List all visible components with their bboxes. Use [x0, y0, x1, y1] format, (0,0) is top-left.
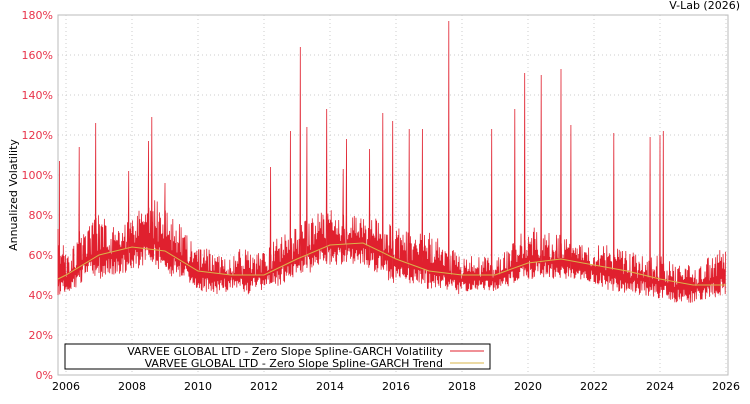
- trend-series-line: [57, 242, 726, 286]
- x-tick-label: 2016: [382, 380, 410, 393]
- x-ticks: 2006 2008 2010 2012 2014 2016 2018 2020 2022 2024…: [52, 380, 740, 393]
- y-tick-label: 120%: [22, 129, 53, 142]
- y-tick-label: 80%: [29, 209, 53, 222]
- x-tick-label: 2012: [250, 380, 278, 393]
- x-tick-label: 2010: [184, 380, 212, 393]
- x-tick-label: 2020: [514, 380, 542, 393]
- legend-label-volatility: VARVEE GLOBAL LTD - Zero Slope Spline-GA…: [127, 345, 443, 358]
- legend-label-trend: VARVEE GLOBAL LTD - Zero Slope Spline-GA…: [145, 357, 443, 370]
- y-axis-label: Annualized Volatility: [7, 139, 20, 251]
- x-tick-label: 2008: [118, 380, 146, 393]
- y-ticks: 0% 20% 40% 60% 80% 100% 120% 140% 160% 180%: [22, 9, 53, 382]
- legend-box: [64, 343, 491, 370]
- volatility-series-line: [57, 20, 726, 303]
- y-tick-label: 60%: [29, 249, 53, 262]
- x-tick-label: 2006: [52, 380, 80, 393]
- y-tick-label: 40%: [29, 289, 53, 302]
- y-tick-label: 140%: [22, 89, 53, 102]
- x-tick-label: 2026: [712, 380, 740, 393]
- x-tick-label: 2024: [646, 380, 674, 393]
- y-tick-label: 180%: [22, 9, 53, 22]
- x-tick-label: 2018: [448, 380, 476, 393]
- y-tick-label: 100%: [22, 169, 53, 182]
- y-tick-label: 0%: [36, 369, 53, 382]
- credit-label: V-Lab (2026): [669, 0, 740, 12]
- x-tick-label: 2014: [316, 380, 344, 393]
- y-tick-label: 20%: [29, 329, 53, 342]
- x-tick-label: 2022: [580, 380, 608, 393]
- y-tick-label: 160%: [22, 49, 53, 62]
- legend: VARVEE GLOBAL LTD - Zero Slope Spline-GA…: [64, 343, 491, 370]
